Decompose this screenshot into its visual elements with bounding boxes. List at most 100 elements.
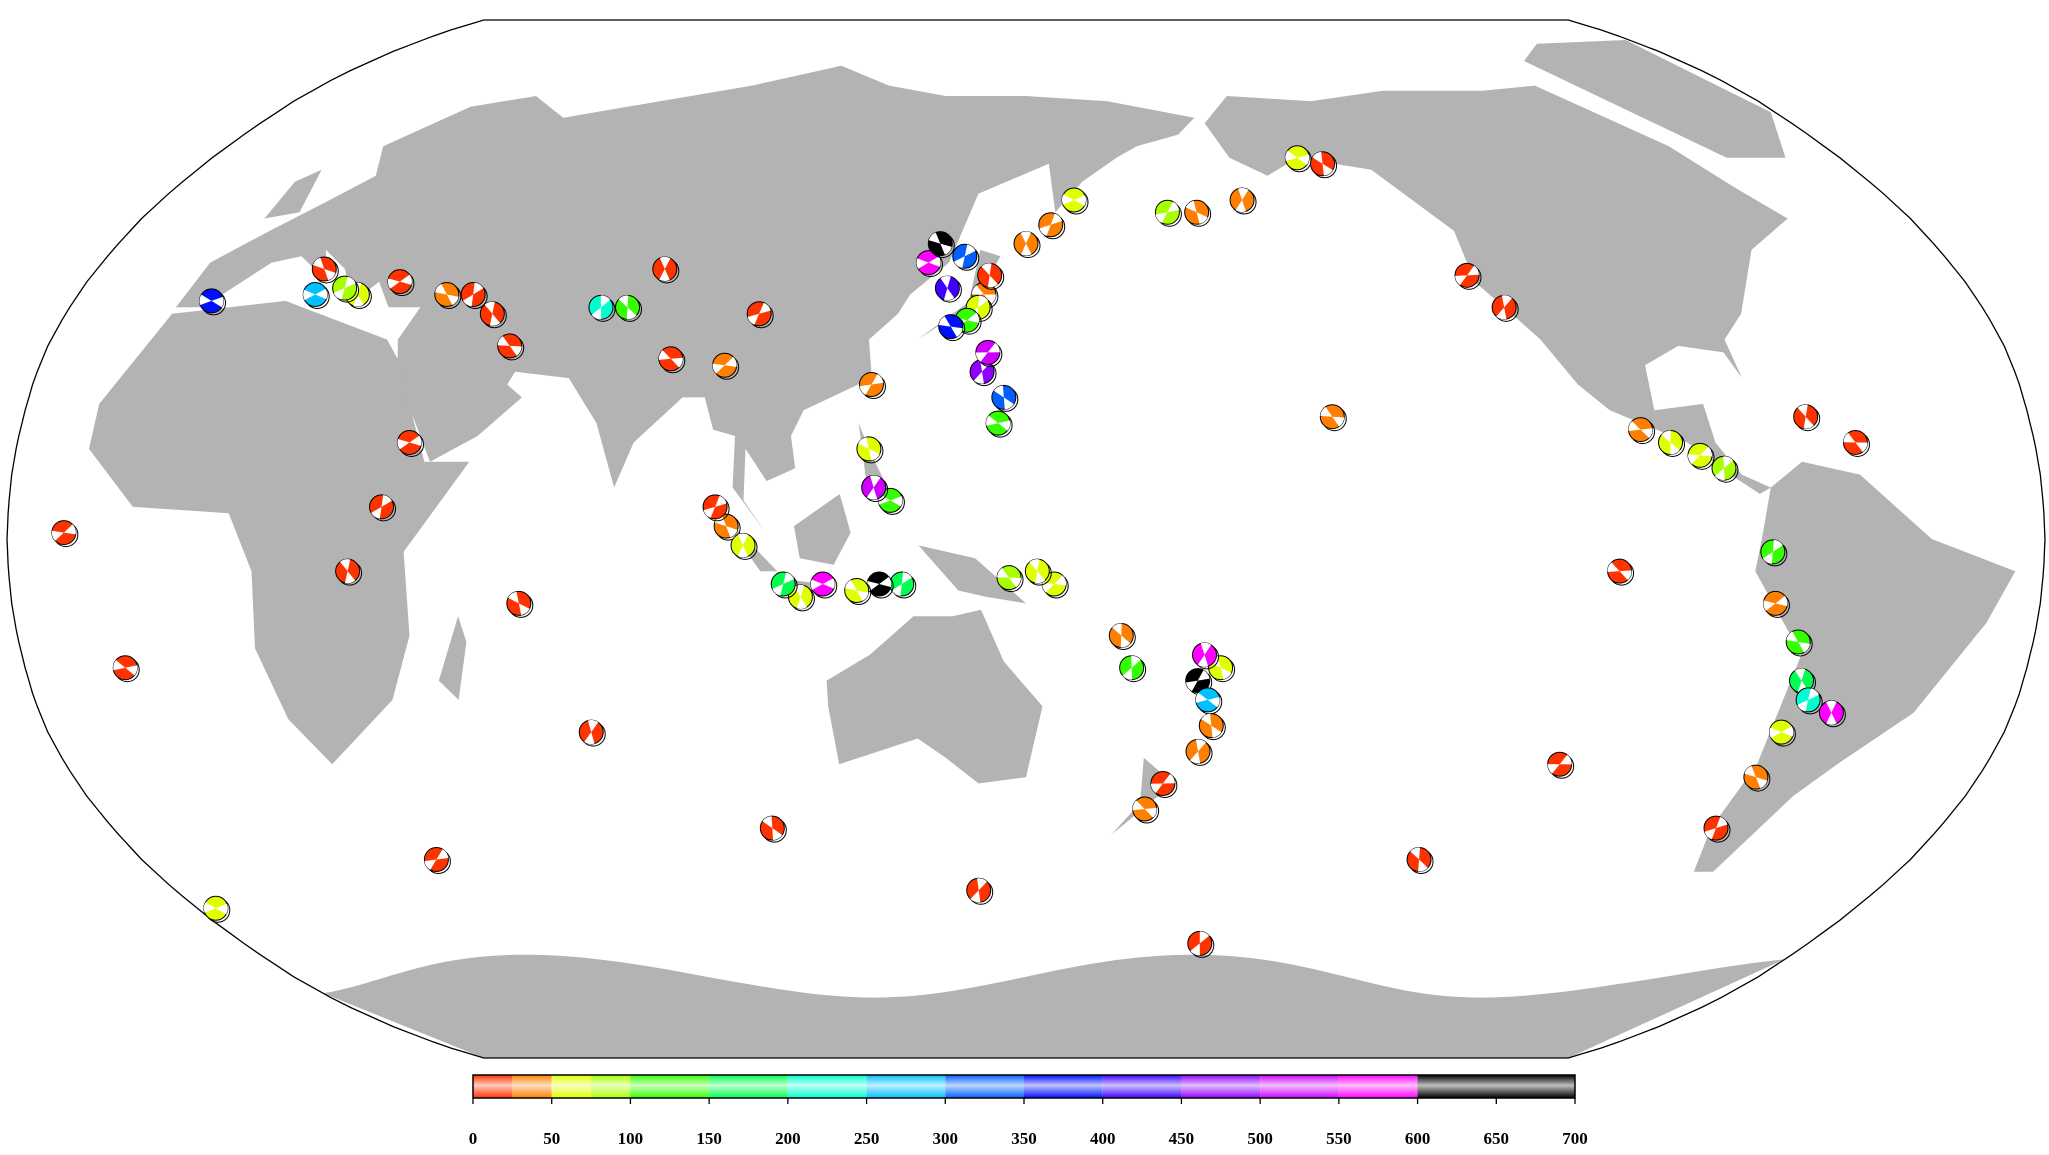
focal-mechanism [1658,429,1686,457]
focal-mechanism [1795,687,1823,715]
focal-mechanism [1762,590,1790,618]
ball-quadrant [1794,668,1809,693]
continent [918,545,1026,604]
ball-quadrant [762,816,783,841]
ball-quadrant [993,385,1014,410]
focal-mechanism [387,269,415,297]
ball-quadrant [203,902,228,915]
ball-quadrant [1704,816,1728,840]
focal-mechanism [302,282,330,310]
focal-mechanism [112,655,140,683]
focal-mechanism [1108,623,1136,651]
ball-quadrant [1547,754,1572,774]
continent [89,300,470,765]
continent [1111,757,1174,835]
ball-quadrant [508,591,530,616]
ball-quadrant [737,533,749,558]
ball-quadrant [618,295,637,320]
focal-mechanism [1768,719,1796,747]
focal-mechanism [434,282,462,310]
focal-mechanism [1743,764,1771,792]
tick-label: 400 [1090,1129,1116,1148]
focal-mechanism [746,301,774,329]
focal-mechanism [1319,404,1347,432]
focal-mechanism [938,314,966,342]
ball-quadrant [844,579,869,602]
ball-quadrant [1797,404,1814,429]
tick-label: 350 [1011,1129,1037,1148]
focal-mechanism [332,275,360,303]
ball-quadrant [1029,559,1046,584]
ball-quadrant [371,494,392,519]
focal-mechanism [1184,199,1212,227]
focal-mechanism [787,584,815,612]
continent [264,169,322,219]
ball-quadrant [497,336,522,356]
focal-mechanism [658,346,686,374]
ball-quadrant [1185,200,1208,224]
focal-mechanism [578,719,606,747]
ball-quadrant [981,263,998,288]
ball-quadrant [1455,265,1480,286]
ball-quadrant [986,415,1011,431]
focal-mechanism [1150,770,1178,798]
focal-mechanism [1185,668,1213,696]
focal-mechanism [1454,262,1482,290]
ball-quadrant [584,720,599,745]
focal-mechanism [1628,417,1656,445]
ball-quadrant [340,559,356,584]
focal-mechanism [1818,700,1846,728]
focal-mechanism [916,250,944,278]
tick-label: 0 [469,1129,478,1148]
ball-quadrant [1312,151,1333,176]
tick-label: 250 [854,1129,880,1148]
ball-quadrant [916,256,941,269]
ball-quadrant [1155,201,1180,223]
ball-quadrant [1201,713,1222,738]
focal-mechanism [1760,539,1788,567]
ball-quadrant [1062,194,1087,206]
focal-mechanism [1789,668,1817,696]
continent [438,616,467,700]
ball-quadrant [658,350,683,368]
focal-mechanism [858,372,886,400]
ball-quadrant [1786,631,1811,653]
continent [1204,85,1788,494]
ball-quadrant [387,274,412,289]
ball-quadrant [940,276,955,301]
tick-label: 700 [1562,1129,1588,1148]
focal-mechanism [1491,294,1519,322]
antarctica [323,954,1785,1058]
ball-quadrant [712,356,737,374]
ball-quadrant [659,256,671,281]
tick-label: 50 [543,1129,560,1148]
tick-label: 550 [1326,1129,1352,1148]
focal-mechanism [1038,212,1066,240]
focal-mechanism [889,571,917,599]
events [51,145,1870,958]
focal-mechanism [927,231,955,259]
ball-quadrant [1763,595,1788,611]
ball-quadrant [424,849,449,870]
tick-label: 650 [1484,1129,1510,1148]
ball-quadrant [772,572,795,596]
ball-quadrant [1661,430,1680,455]
focal-mechanism [1703,815,1731,843]
focal-mechanism [996,565,1024,593]
focal-mechanism [423,847,451,875]
focal-mechanism [1711,455,1739,483]
ball-quadrant [1714,456,1733,481]
ball-quadrant [747,302,771,325]
ball-quadrant [793,584,807,609]
tick-label: 200 [775,1129,801,1148]
ball-quadrant [303,288,328,301]
focal-mechanism [460,282,488,310]
ball-quadrant [866,475,881,500]
tick-label: 600 [1405,1129,1431,1148]
tick-label: 150 [696,1129,722,1148]
colorbar: 0 50 100 150 200 250 300 350 400 450 500 550 600 650 7… [469,1074,1588,1148]
focal-mechanism [1406,847,1434,875]
ball-quadrant [1762,539,1783,564]
focal-mechanism [1185,738,1213,766]
